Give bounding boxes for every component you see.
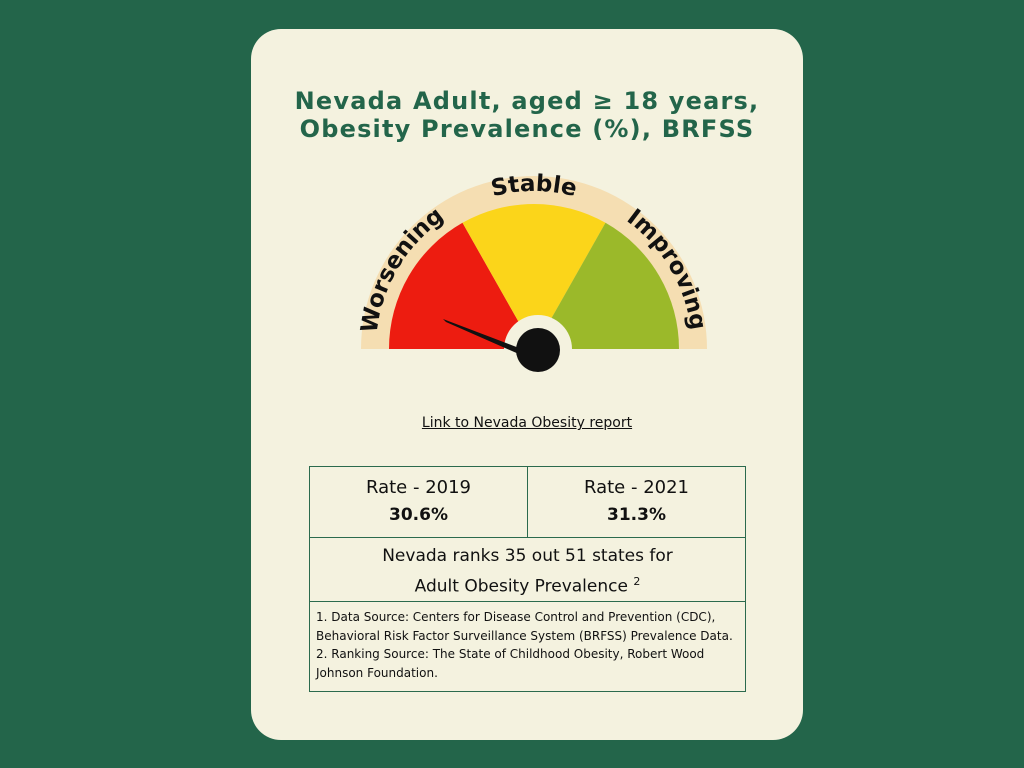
- ranking-line-1: Nevada ranks 35 out 51 states for: [382, 546, 673, 566]
- gauge-needle: [443, 319, 540, 362]
- rate-2019-label: Rate - 2019: [365, 477, 472, 498]
- rate-2019-value: 30.6%: [389, 505, 448, 525]
- source-note-1: 1. Data Source: Centers for Disease Cont…: [316, 610, 733, 643]
- trend-gauge: Worsening Stable Improving: [357, 171, 711, 383]
- ranking-line-2-text: Adult Obesity Prevalence: [414, 576, 628, 597]
- rates-row: Rate - 2019 30.6% Rate - 2021 31.3%: [310, 467, 745, 538]
- rate-2021-label: Rate - 2021: [583, 477, 690, 498]
- ranking-line-2: Adult Obesity Prevalence 2: [310, 569, 745, 600]
- title-line-2: Obesity Prevalence (%), BRFSS: [299, 115, 755, 143]
- gauge-segment-stable: [462, 203, 606, 349]
- nevada-obesity-report-link[interactable]: Link to Nevada Obesity report: [421, 415, 633, 431]
- rate-2021-cell: Rate - 2021 31.3%: [527, 467, 745, 537]
- report-card: Nevada Adult, aged ≥ 18 years, Obesity P…: [251, 29, 803, 740]
- gauge-segment-worsening: [389, 222, 534, 349]
- sources-row: 1. Data Source: Centers for Disease Cont…: [310, 602, 745, 691]
- gauge-segment-improving: [534, 222, 679, 349]
- stats-table: Rate - 2019 30.6% Rate - 2021 31.3% Neva…: [309, 466, 746, 692]
- page-title: Nevada Adult, aged ≥ 18 years, Obesity P…: [251, 87, 803, 143]
- ranking-row: Nevada ranks 35 out 51 states for Adult …: [310, 538, 745, 602]
- title-line-1: Nevada Adult, aged ≥ 18 years,: [294, 87, 760, 115]
- rate-2019-cell: Rate - 2019 30.6%: [310, 467, 527, 537]
- gauge-hub: [516, 328, 560, 372]
- rate-2021-value: 31.3%: [607, 505, 666, 525]
- ranking-footnote-marker: 2: [633, 575, 641, 588]
- source-note-2: 2. Ranking Source: The State of Childhoo…: [316, 647, 705, 680]
